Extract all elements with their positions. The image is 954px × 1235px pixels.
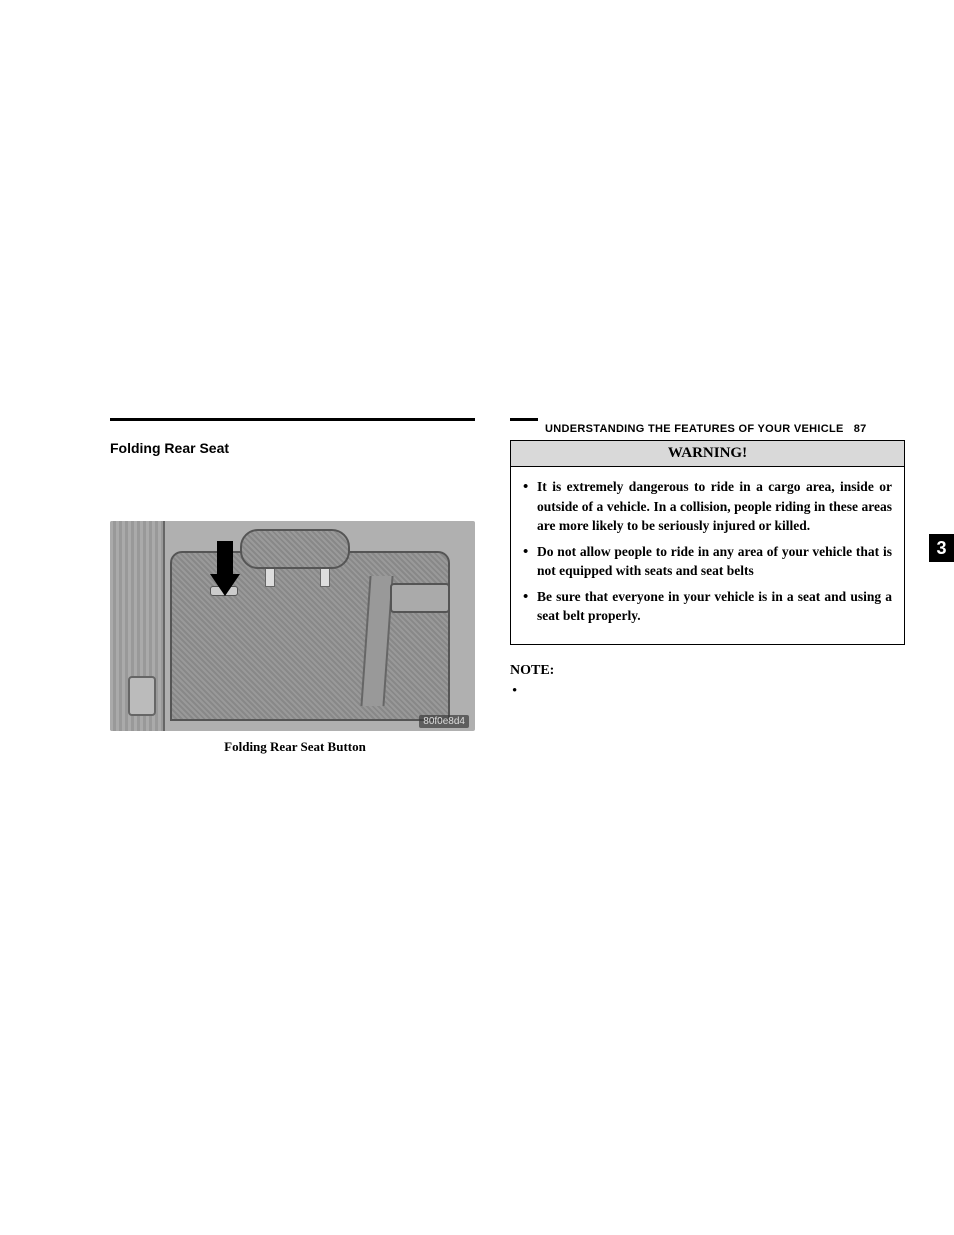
warning-title: WARNING!: [511, 441, 904, 467]
right-column: WARNING! It is extremely dangerous to ri…: [510, 410, 905, 755]
arrow-down-icon: [210, 541, 240, 601]
warning-list: It is extremely dangerous to ride in a c…: [523, 477, 892, 626]
warning-item: Do not allow people to ride in any area …: [523, 542, 892, 581]
warning-box: WARNING! It is extremely dangerous to ri…: [510, 440, 905, 645]
figure-headrest: [240, 529, 350, 569]
section-heading: Folding Rear Seat: [110, 440, 480, 456]
figure-caption: Folding Rear Seat Button: [110, 739, 480, 755]
figure-wall-detail: [128, 676, 156, 716]
warning-body: It is extremely dangerous to ride in a c…: [511, 467, 904, 644]
warning-item: It is extremely dangerous to ride in a c…: [523, 477, 892, 536]
note-label: NOTE:: [510, 663, 905, 679]
figure-image-id: 80f0e8d4: [419, 715, 469, 728]
note-bullet-icon: •: [512, 683, 905, 700]
warning-item: Be sure that everyone in your vehicle is…: [523, 587, 892, 626]
figure-seatbelt-buckle: [390, 583, 450, 613]
figure-folding-rear-seat: 80f0e8d4: [110, 521, 475, 731]
left-column: Folding Rear Seat 80f0e8d4 Folding Rear …: [110, 410, 480, 755]
page-content: Folding Rear Seat 80f0e8d4 Folding Rear …: [110, 410, 954, 755]
